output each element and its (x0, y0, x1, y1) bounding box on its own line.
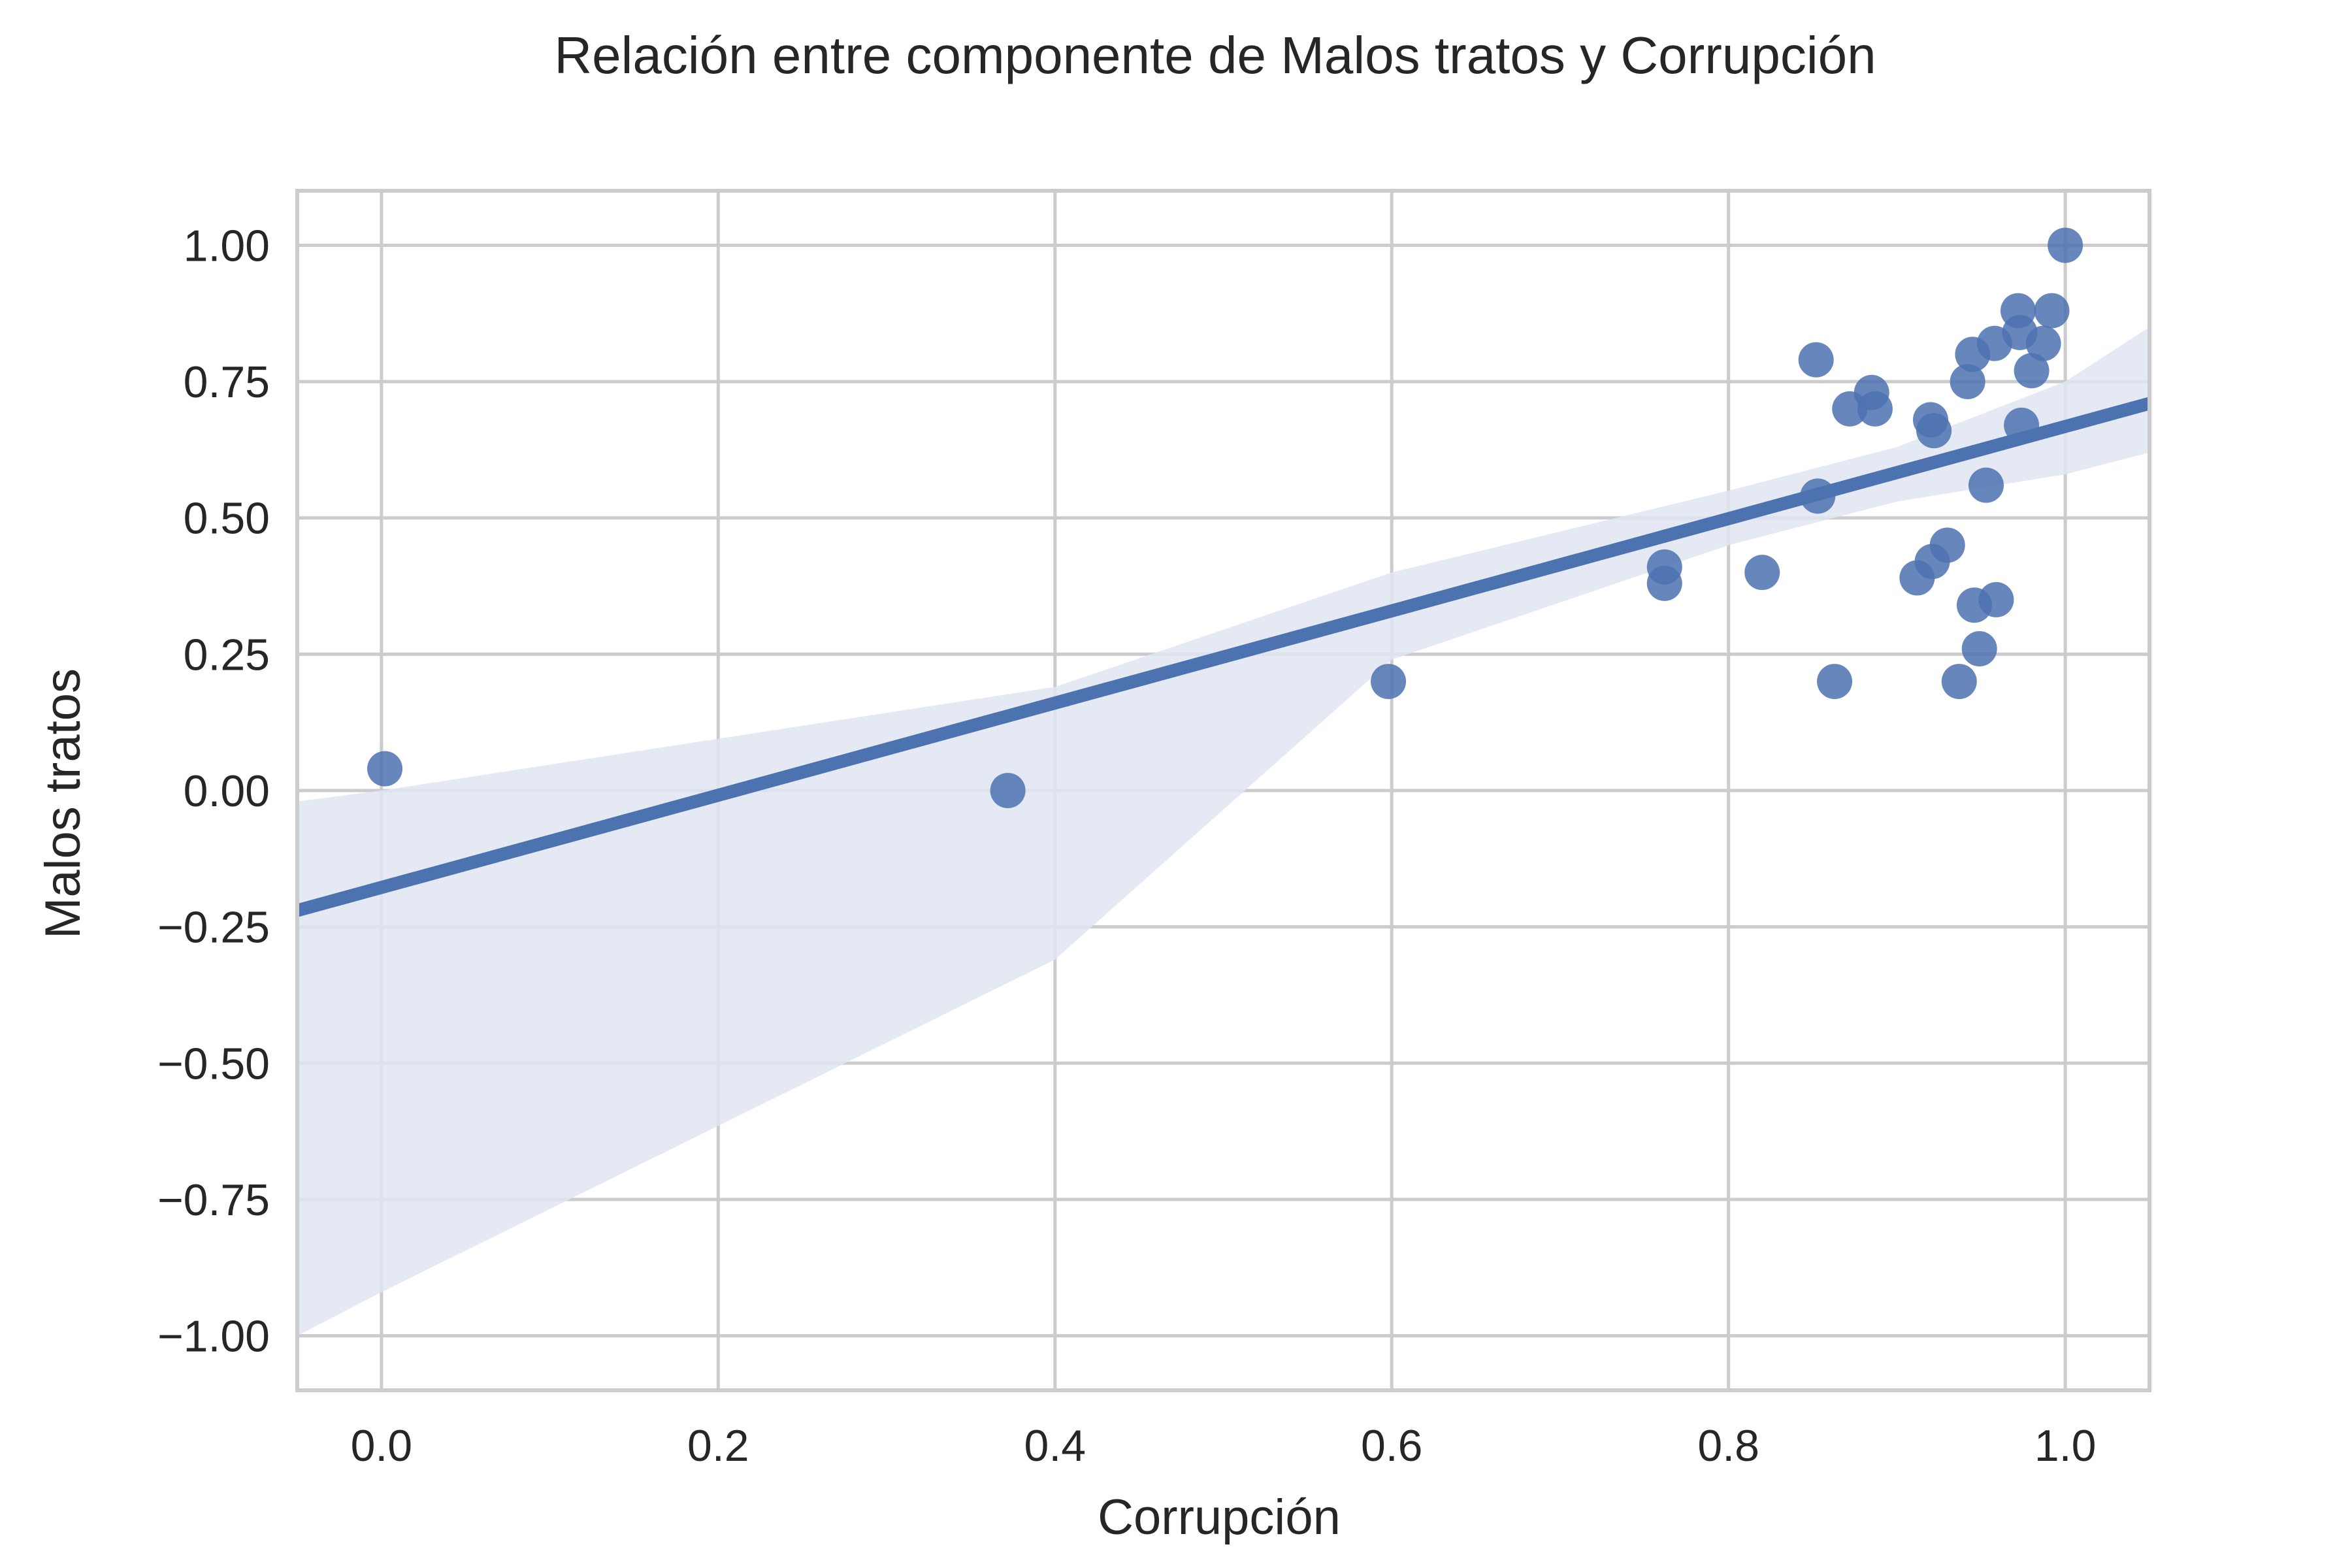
data-point (2004, 407, 2040, 443)
data-point (1744, 555, 1780, 591)
data-point (1798, 342, 1834, 378)
data-point (1916, 413, 1952, 449)
x-tick-label: 0.8 (1697, 1421, 1759, 1471)
y-tick-label: 0.00 (184, 766, 270, 816)
regression-line-group (295, 397, 2151, 917)
y-tick-label: −1.00 (157, 1312, 270, 1362)
y-tick-label: −0.25 (157, 903, 270, 953)
y-tick-label: 0.75 (184, 357, 270, 407)
x-axis-ticks: 0.0 0.2 0.4 0.6 0.8 1.0 (351, 1421, 2097, 1471)
data-point (1961, 631, 1997, 667)
data-point (1978, 581, 2014, 617)
axes-spines (295, 189, 2151, 1392)
data-point (2034, 293, 2070, 329)
data-point (1800, 478, 1836, 514)
data-point (2048, 227, 2083, 263)
regression-line (295, 397, 2151, 917)
y-tick-label: −0.50 (157, 1039, 270, 1088)
x-axis-label: Corrupción (1098, 1490, 1341, 1545)
data-point (1941, 664, 1977, 700)
x-tick-label: 0.2 (687, 1421, 749, 1471)
data-point (1968, 467, 2004, 503)
data-point (1817, 664, 1853, 700)
y-axis-label: Malos tratos (35, 668, 91, 939)
data-point (1950, 364, 1985, 400)
chart-title: Relación entre componente de Malos trato… (554, 26, 1876, 84)
data-point (990, 773, 1026, 808)
data-point (1929, 527, 1965, 563)
x-tick-label: 0.4 (1024, 1421, 1086, 1471)
confidence-band-group (297, 327, 2149, 1336)
data-point (1371, 664, 1407, 700)
y-axis-ticks: −1.00 −0.75 −0.50 −0.25 0.00 0.25 0.50 0.75 1.00 (157, 221, 270, 1361)
data-point (367, 751, 403, 787)
data-point (2025, 325, 2061, 361)
confidence-band (297, 327, 2149, 1336)
data-point (1857, 391, 1893, 427)
data-point (1646, 565, 1682, 601)
y-tick-label: −0.75 (157, 1175, 270, 1225)
x-tick-label: 1.0 (2034, 1421, 2097, 1471)
y-tick-label: 0.25 (184, 630, 270, 679)
data-point (2014, 353, 2050, 389)
x-tick-label: 0.6 (1361, 1421, 1423, 1471)
x-tick-label: 0.0 (351, 1421, 413, 1471)
data-points (367, 227, 2083, 808)
y-tick-label: 1.00 (184, 221, 270, 270)
y-tick-label: 0.50 (184, 494, 270, 544)
plot-frame (295, 189, 2151, 1392)
